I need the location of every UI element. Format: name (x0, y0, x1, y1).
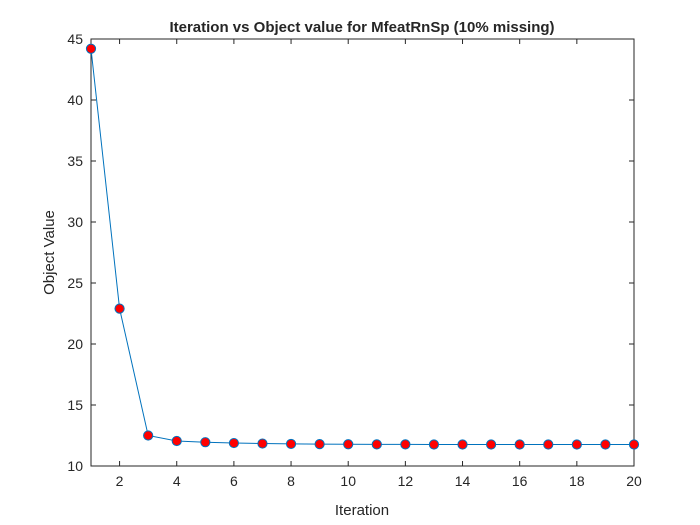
data-point (486, 439, 497, 450)
axes-box (90, 38, 635, 467)
data-point (571, 439, 582, 450)
data-point (171, 435, 182, 447)
y-tick-label: 20 (67, 336, 83, 352)
data-point (343, 439, 354, 450)
y-axis-title: Object Value (41, 210, 58, 295)
x-tick-label: 8 (287, 473, 295, 489)
y-tick-label: 10 (67, 458, 83, 474)
data-point (143, 430, 154, 441)
data-point (371, 439, 382, 450)
y-axis-ticks: 10 15 20 25 30 35 40 45 (67, 31, 634, 474)
data-point (400, 439, 411, 450)
x-tick-label: 14 (455, 473, 471, 489)
data-point (257, 438, 268, 449)
data-point (600, 439, 611, 450)
data-point (285, 438, 297, 450)
y-tick-label: 15 (67, 397, 83, 413)
data-point (457, 439, 468, 450)
data-point (428, 439, 440, 450)
x-tick-label: 12 (398, 473, 414, 489)
x-tick-label: 16 (512, 473, 528, 489)
data-point (628, 439, 640, 450)
data-point (514, 439, 525, 450)
y-tick-label: 40 (67, 92, 83, 108)
y-tick-label: 25 (67, 275, 83, 291)
y-tick-label: 35 (67, 153, 83, 169)
y-tick-label: 30 (67, 214, 83, 230)
y-tick-label: 45 (67, 31, 83, 47)
x-tick-label: 2 (116, 473, 124, 489)
x-axis-ticks: 2 4 6 8 10 12 14 16 18 20 (116, 39, 642, 489)
chart-title: Iteration vs Object value for MfeatRnSp … (169, 19, 554, 36)
x-axis-title: Iteration (335, 502, 389, 519)
series-points (85, 43, 640, 450)
plot-area: 2 4 6 8 10 12 14 16 18 20 10 15 20 25 30 35 40 45 (67, 31, 642, 489)
x-tick-label: 6 (230, 473, 238, 489)
data-point (200, 437, 211, 448)
data-point (314, 439, 325, 450)
data-point (114, 303, 125, 314)
data-point (85, 43, 97, 54)
data-point (543, 439, 554, 450)
data-point (228, 437, 239, 449)
x-tick-label: 4 (173, 473, 181, 489)
x-tick-label: 18 (569, 473, 585, 489)
x-tick-label: 20 (626, 473, 642, 489)
x-tick-label: 10 (340, 473, 356, 489)
